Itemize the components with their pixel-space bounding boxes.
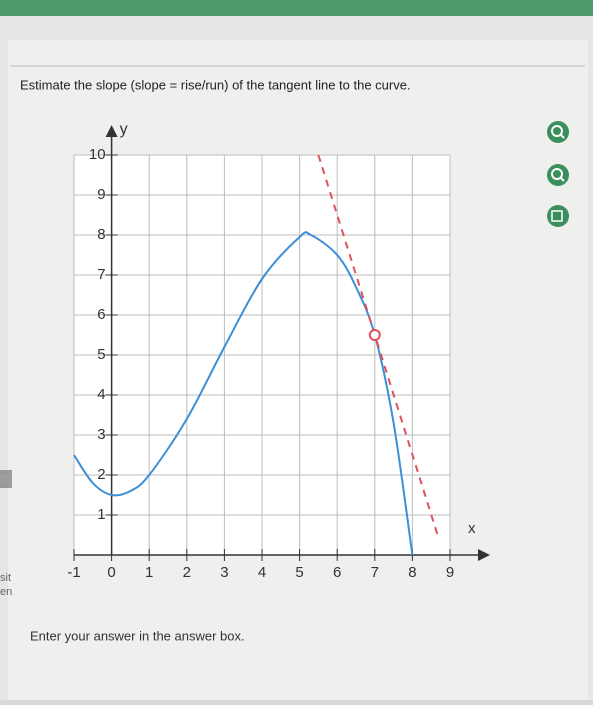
zoom-out[interactable] <box>547 164 569 186</box>
edge-block <box>0 470 12 488</box>
y-tick-label: 5 <box>97 346 105 363</box>
zoom-in[interactable] <box>547 121 569 143</box>
y-tick-label: 4 <box>97 386 105 403</box>
tangent-line <box>317 154 439 536</box>
x-tick-label: 0 <box>107 564 115 581</box>
y-tick-label: 3 <box>97 426 105 443</box>
x-tick-label: 3 <box>220 564 228 581</box>
x-tick-label: 4 <box>258 564 266 581</box>
x-tick-label: 9 <box>446 564 454 581</box>
x-tick-label: 8 <box>408 564 416 581</box>
x-tick-label: 2 <box>183 564 191 581</box>
y-axis-label: y <box>120 121 128 138</box>
plot: -1 0 1 2 3 4 5 6 7 8 9 1 2 3 4 5 6 7 8 9 10 x y <box>67 121 490 581</box>
y-tick-label: 7 <box>97 266 105 283</box>
y-arrow <box>105 125 118 137</box>
x-tick-label: -1 <box>67 564 80 581</box>
x-tick-label: 5 <box>295 564 303 581</box>
y-tick-label: 10 <box>89 146 106 163</box>
question: Estimate the slope (slope = rise/run) of… <box>20 77 411 92</box>
x-tick-label: 1 <box>145 564 153 581</box>
instruction: Enter your answer in the answer box. <box>30 628 245 643</box>
x-axis-label: x <box>468 520 476 537</box>
edge-text: sit <box>0 572 11 584</box>
x-arrow <box>478 549 490 561</box>
point-marker <box>368 329 381 341</box>
top-bar <box>0 0 593 16</box>
edge-text: en <box>0 586 12 598</box>
pop-out[interactable] <box>547 205 569 227</box>
y-tick-label: 1 <box>97 506 105 523</box>
x-tick-label: 6 <box>333 564 341 581</box>
x-tick-label: 7 <box>371 564 379 581</box>
y-tick-label: 8 <box>97 226 105 243</box>
y-tick-label: 6 <box>97 306 105 323</box>
y-tick-label: 9 <box>97 186 105 203</box>
y-tick-label: 2 <box>97 466 105 483</box>
